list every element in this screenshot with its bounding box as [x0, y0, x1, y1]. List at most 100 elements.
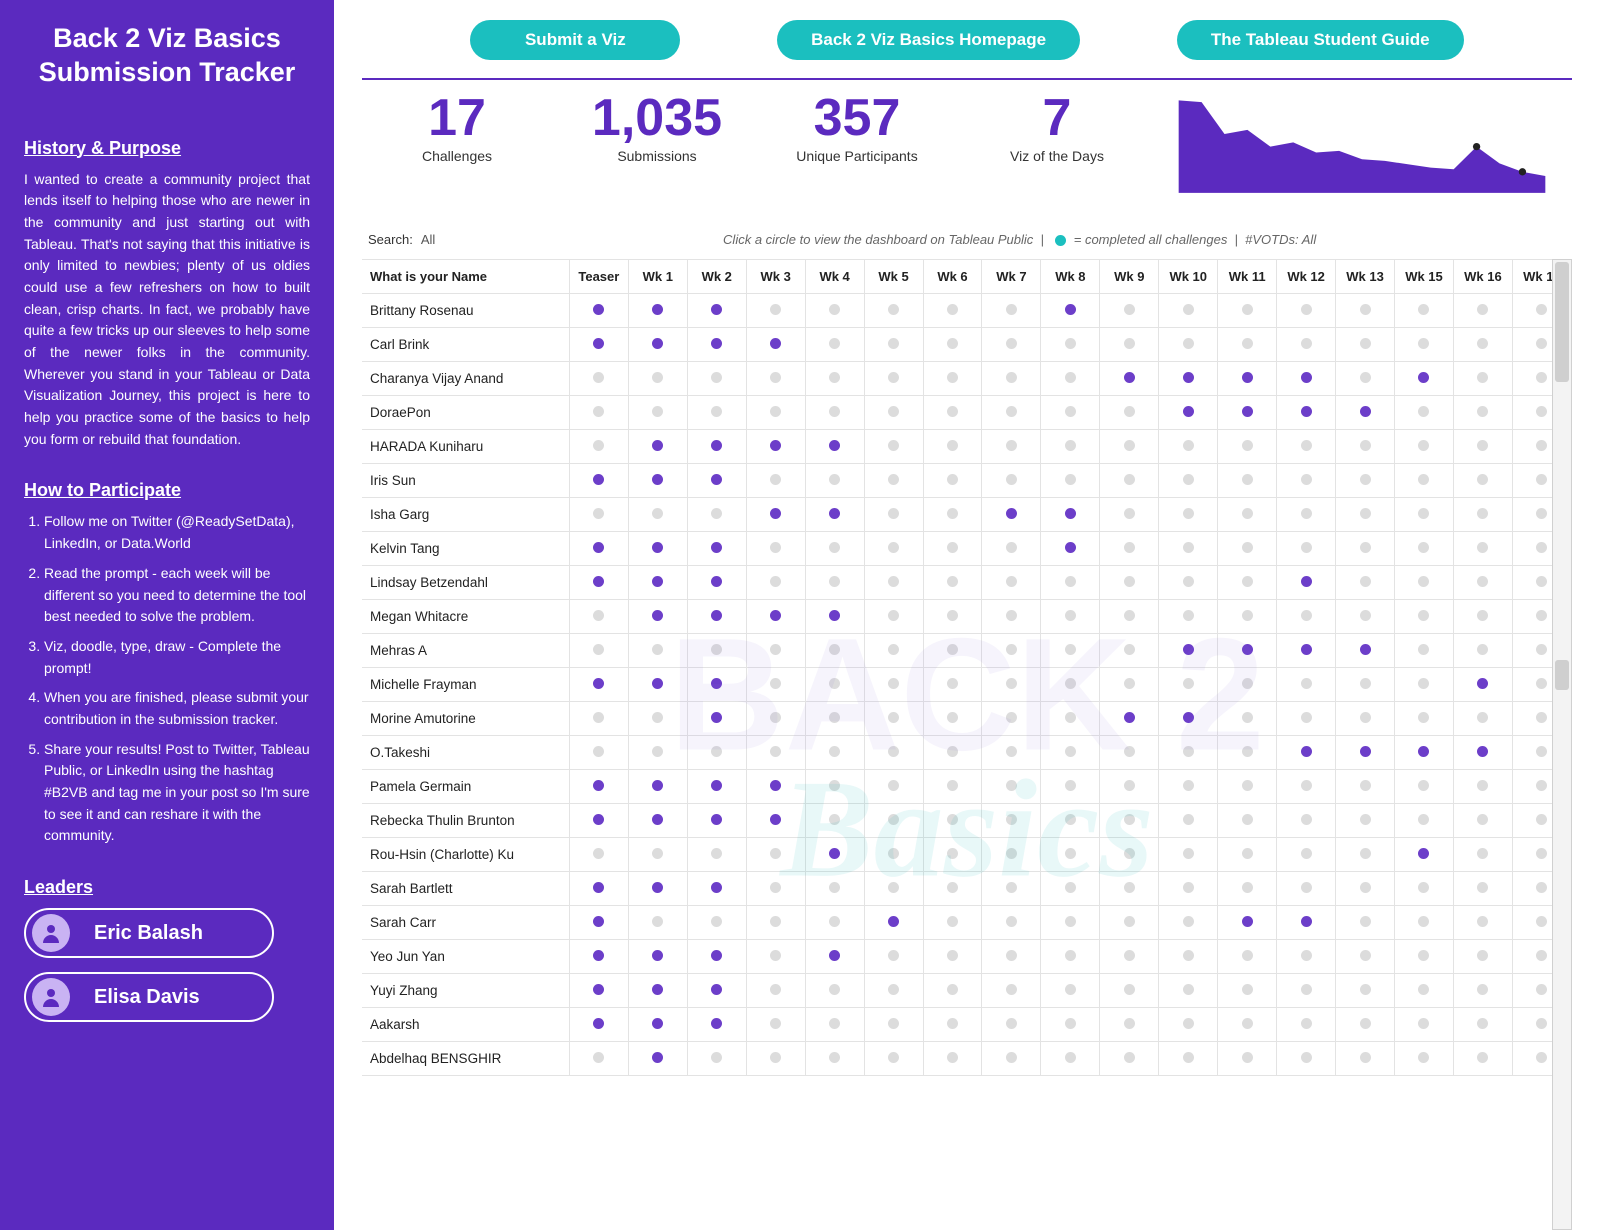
- completion-cell[interactable]: [1277, 395, 1336, 429]
- completion-cell[interactable]: [1453, 565, 1512, 599]
- completion-cell[interactable]: [923, 905, 982, 939]
- completion-cell[interactable]: [687, 1007, 746, 1041]
- col-header-name[interactable]: What is your Name: [362, 259, 569, 293]
- completion-cell[interactable]: [1277, 599, 1336, 633]
- completion-cell[interactable]: [628, 531, 687, 565]
- completion-cell[interactable]: [628, 837, 687, 871]
- completion-cell[interactable]: [1100, 905, 1159, 939]
- completion-cell[interactable]: [687, 565, 746, 599]
- completion-cell[interactable]: [923, 837, 982, 871]
- completion-cell[interactable]: [864, 531, 923, 565]
- completion-cell[interactable]: [1041, 735, 1100, 769]
- completion-cell[interactable]: [982, 939, 1041, 973]
- completion-cell[interactable]: [1218, 939, 1277, 973]
- completion-cell[interactable]: [1041, 701, 1100, 735]
- completion-cell[interactable]: [687, 633, 746, 667]
- completion-cell[interactable]: [923, 599, 982, 633]
- completion-cell[interactable]: [687, 531, 746, 565]
- completion-cell[interactable]: [1100, 973, 1159, 1007]
- completion-cell[interactable]: [746, 905, 805, 939]
- completion-cell[interactable]: [923, 293, 982, 327]
- completion-cell[interactable]: [1395, 871, 1454, 905]
- completion-cell[interactable]: [982, 327, 1041, 361]
- completion-cell[interactable]: [746, 769, 805, 803]
- completion-cell[interactable]: [982, 531, 1041, 565]
- completion-cell[interactable]: [1218, 633, 1277, 667]
- completion-cell[interactable]: [628, 769, 687, 803]
- participant-name[interactable]: DoraePon: [362, 395, 569, 429]
- completion-cell[interactable]: [628, 735, 687, 769]
- completion-cell[interactable]: [1041, 871, 1100, 905]
- completion-cell[interactable]: [864, 327, 923, 361]
- completion-cell[interactable]: [864, 837, 923, 871]
- completion-cell[interactable]: [982, 803, 1041, 837]
- completion-cell[interactable]: [1041, 939, 1100, 973]
- completion-cell[interactable]: [1395, 395, 1454, 429]
- completion-cell[interactable]: [569, 973, 628, 1007]
- completion-cell[interactable]: [1395, 837, 1454, 871]
- completion-cell[interactable]: [628, 429, 687, 463]
- completion-cell[interactable]: [1453, 1041, 1512, 1075]
- participant-name[interactable]: Sarah Bartlett: [362, 871, 569, 905]
- sparkline-marker[interactable]: [1473, 142, 1480, 149]
- completion-cell[interactable]: [1100, 395, 1159, 429]
- completion-cell[interactable]: [864, 667, 923, 701]
- completion-cell[interactable]: [1395, 497, 1454, 531]
- completion-cell[interactable]: [923, 1041, 982, 1075]
- completion-cell[interactable]: [1100, 293, 1159, 327]
- completion-cell[interactable]: [1336, 1041, 1395, 1075]
- completion-cell[interactable]: [864, 293, 923, 327]
- completion-cell[interactable]: [864, 803, 923, 837]
- completion-cell[interactable]: [628, 633, 687, 667]
- completion-cell[interactable]: [1277, 667, 1336, 701]
- participant-name[interactable]: Pamela Germain: [362, 769, 569, 803]
- completion-cell[interactable]: [1218, 871, 1277, 905]
- completion-cell[interactable]: [687, 361, 746, 395]
- completion-cell[interactable]: [1395, 1007, 1454, 1041]
- completion-cell[interactable]: [923, 463, 982, 497]
- completion-cell[interactable]: [687, 905, 746, 939]
- completion-cell[interactable]: [746, 837, 805, 871]
- completion-cell[interactable]: [982, 1041, 1041, 1075]
- completion-cell[interactable]: [1453, 803, 1512, 837]
- completion-cell[interactable]: [1100, 1007, 1159, 1041]
- completion-cell[interactable]: [1100, 769, 1159, 803]
- col-header-week[interactable]: Wk 8: [1041, 259, 1100, 293]
- completion-cell[interactable]: [1395, 565, 1454, 599]
- completion-cell[interactable]: [1041, 1041, 1100, 1075]
- completion-cell[interactable]: [1218, 429, 1277, 463]
- completion-cell[interactable]: [1159, 803, 1218, 837]
- completion-cell[interactable]: [982, 701, 1041, 735]
- col-header-week[interactable]: Wk 11: [1218, 259, 1277, 293]
- completion-cell[interactable]: [1336, 497, 1395, 531]
- completion-cell[interactable]: [1218, 1007, 1277, 1041]
- completion-cell[interactable]: [864, 871, 923, 905]
- completion-cell[interactable]: [1336, 633, 1395, 667]
- completion-cell[interactable]: [746, 565, 805, 599]
- completion-cell[interactable]: [569, 769, 628, 803]
- completion-cell[interactable]: [1336, 1007, 1395, 1041]
- completion-cell[interactable]: [1277, 1007, 1336, 1041]
- completion-cell[interactable]: [1277, 361, 1336, 395]
- completion-cell[interactable]: [1453, 701, 1512, 735]
- completion-cell[interactable]: [864, 973, 923, 1007]
- participant-name[interactable]: Rebecka Thulin Brunton: [362, 803, 569, 837]
- completion-cell[interactable]: [1218, 1041, 1277, 1075]
- completion-cell[interactable]: [1453, 735, 1512, 769]
- completion-cell[interactable]: [1159, 973, 1218, 1007]
- completion-cell[interactable]: [1453, 463, 1512, 497]
- col-header-week[interactable]: Teaser: [569, 259, 628, 293]
- completion-cell[interactable]: [1395, 463, 1454, 497]
- completion-cell[interactable]: [1453, 361, 1512, 395]
- completion-cell[interactable]: [1218, 497, 1277, 531]
- completion-cell[interactable]: [1100, 803, 1159, 837]
- scrollbar-thumb[interactable]: [1555, 660, 1569, 690]
- completion-cell[interactable]: [746, 803, 805, 837]
- completion-cell[interactable]: [1277, 735, 1336, 769]
- completion-cell[interactable]: [864, 1041, 923, 1075]
- completion-cell[interactable]: [1336, 837, 1395, 871]
- completion-cell[interactable]: [1218, 463, 1277, 497]
- completion-cell[interactable]: [1159, 429, 1218, 463]
- completion-cell[interactable]: [1336, 361, 1395, 395]
- participant-name[interactable]: Charanya Vijay Anand: [362, 361, 569, 395]
